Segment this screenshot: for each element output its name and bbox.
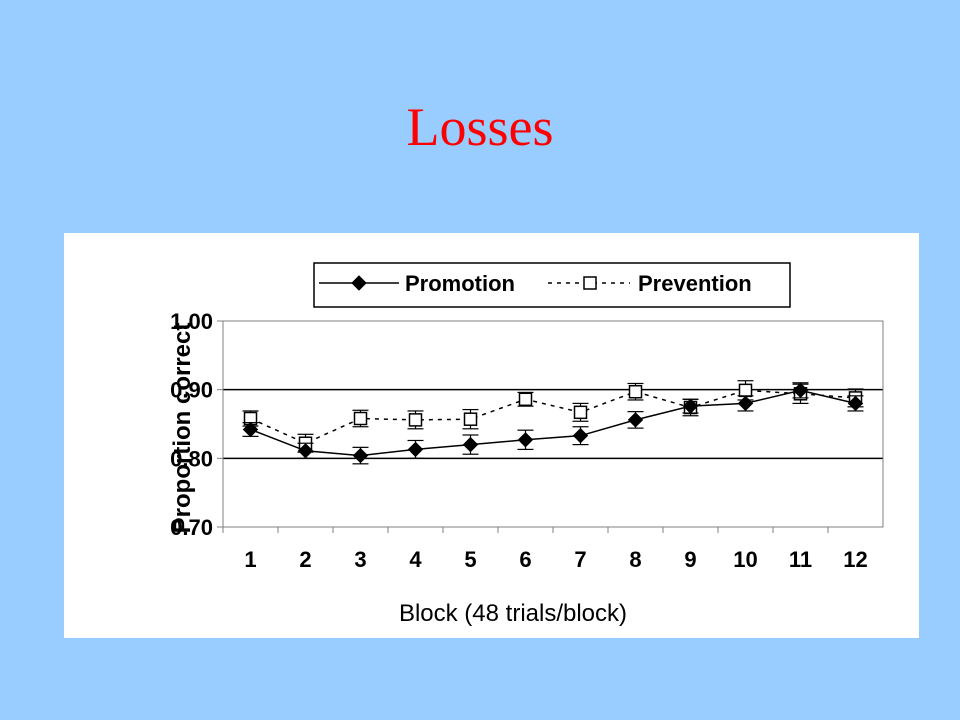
x-axis-title: Block (48 trials/block)	[399, 600, 627, 627]
prevention-point-8	[628, 384, 643, 399]
promotion-line	[250, 389, 856, 457]
promotion-point-7	[572, 427, 589, 444]
y-axis-title: Proportion correct	[169, 323, 196, 534]
slide-title: Losses	[406, 97, 554, 157]
x-tick-label-6: 7	[574, 547, 586, 572]
prevention-point-5	[463, 412, 478, 426]
prevention-point-3	[353, 411, 368, 426]
x-tick-label-0: 1	[244, 547, 256, 572]
promotion-point-11	[792, 382, 809, 399]
series-promotion	[242, 382, 864, 465]
x-tick-label-3: 4	[409, 547, 422, 572]
promotion-point-8	[627, 412, 644, 428]
y-axis: 0.70 0.80 0.90 1.00	[170, 309, 224, 540]
plot-area	[222, 320, 884, 528]
prevention-point-10	[738, 383, 753, 398]
prevention-point-4	[408, 413, 423, 427]
x-tick-label-11: 12	[843, 547, 867, 572]
x-tick-label-4: 5	[464, 547, 476, 572]
promotion-point-10	[737, 395, 754, 412]
legend-box	[313, 262, 791, 308]
x-tick-label-8: 9	[684, 547, 696, 572]
gridlines	[223, 388, 883, 460]
y-tick-label-2: 0.90	[170, 378, 213, 403]
y-tick-label-1: 0.80	[170, 446, 213, 471]
x-tick-label-2: 3	[354, 547, 366, 572]
promotion-point-5	[462, 436, 479, 453]
promotion-point-2	[297, 443, 314, 459]
legend: Promotion Prevention	[313, 262, 791, 308]
promotion-point-12	[847, 395, 864, 412]
series-layer	[242, 380, 864, 465]
legend-promotion-marker	[351, 275, 367, 291]
legend-prevention-marker	[583, 276, 597, 290]
legend-item-prevention: Prevention	[548, 271, 752, 296]
prevention-point-7	[573, 405, 588, 420]
legend-item-promotion: Promotion	[319, 271, 515, 296]
promotion-point-4	[407, 441, 424, 458]
promotion-point-3	[352, 447, 369, 464]
promotion-point-6	[517, 432, 534, 448]
promotion-point-9	[682, 398, 699, 414]
legend-promotion-label: Promotion	[405, 271, 515, 296]
x-tick-label-10: 11	[789, 547, 812, 572]
prevention-line	[250, 389, 856, 445]
y-tick-label-0: 0.70	[170, 515, 213, 540]
y-tick-label-3: 1.00	[170, 309, 213, 334]
promotion-point-1	[242, 421, 259, 438]
prevention-point-6	[518, 392, 533, 407]
legend-prevention-label: Prevention	[638, 271, 752, 296]
x-tick-label-9: 10	[733, 547, 757, 572]
x-axis: 1 2 3 4 5 6 7 8 9 10 11 12	[222, 527, 868, 572]
x-tick-label-7: 8	[629, 547, 641, 572]
series-prevention	[242, 380, 864, 453]
x-tick-label-5: 6	[519, 547, 531, 572]
x-tick-label-1: 2	[299, 547, 311, 572]
